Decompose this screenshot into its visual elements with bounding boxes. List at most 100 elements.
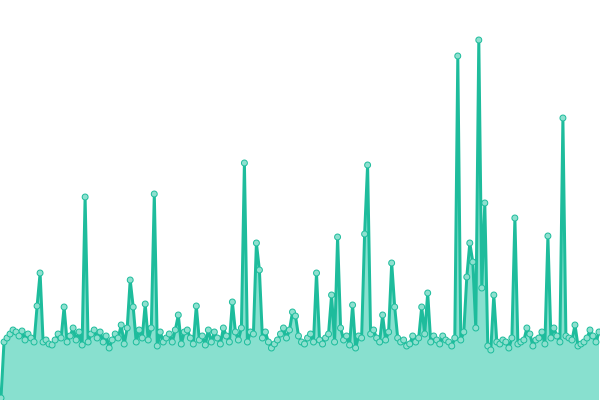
data-point-107 bbox=[319, 340, 327, 348]
data-point-124 bbox=[370, 326, 378, 334]
data-point-134 bbox=[400, 336, 408, 344]
data-point-63 bbox=[186, 334, 194, 342]
data-point-79 bbox=[234, 336, 242, 344]
data-point-122 bbox=[364, 161, 372, 169]
data-point-174 bbox=[520, 336, 528, 344]
data-point-48 bbox=[141, 300, 149, 308]
data-point-43 bbox=[126, 276, 134, 284]
data-point-81 bbox=[240, 159, 248, 167]
data-point-31 bbox=[90, 326, 98, 334]
data-point-116 bbox=[346, 341, 354, 349]
data-point-64 bbox=[189, 340, 197, 348]
data-points bbox=[0, 36, 600, 400]
data-point-154 bbox=[460, 328, 468, 336]
data-point-197 bbox=[589, 332, 597, 340]
data-point-115 bbox=[343, 332, 351, 340]
data-point-152 bbox=[454, 52, 462, 60]
data-point-128 bbox=[382, 336, 390, 344]
data-point-18 bbox=[51, 336, 59, 344]
data-point-198 bbox=[592, 338, 600, 346]
data-point-195 bbox=[583, 334, 591, 342]
data-point-28 bbox=[81, 193, 89, 201]
data-point-8 bbox=[21, 336, 29, 344]
data-point-26 bbox=[75, 328, 83, 336]
data-point-36 bbox=[105, 344, 113, 352]
data-point-82 bbox=[243, 338, 251, 346]
data-point-196 bbox=[586, 326, 594, 334]
data-point-170 bbox=[508, 334, 516, 342]
data-point-130 bbox=[388, 259, 396, 267]
data-point-69 bbox=[204, 326, 212, 334]
data-point-65 bbox=[192, 302, 200, 310]
data-point-176 bbox=[526, 330, 534, 338]
data-point-113 bbox=[337, 324, 345, 332]
data-point-27 bbox=[78, 341, 86, 349]
data-point-99 bbox=[294, 332, 302, 340]
data-point-129 bbox=[385, 328, 393, 336]
data-point-68 bbox=[201, 341, 209, 349]
data-point-118 bbox=[352, 344, 360, 352]
data-point-187 bbox=[559, 114, 567, 122]
data-point-34 bbox=[99, 338, 107, 346]
data-point-131 bbox=[391, 303, 399, 311]
data-point-180 bbox=[538, 328, 546, 336]
data-point-164 bbox=[490, 291, 498, 299]
data-point-53 bbox=[156, 328, 164, 336]
data-point-104 bbox=[310, 338, 318, 346]
data-point-136 bbox=[406, 340, 414, 348]
data-point-139 bbox=[415, 334, 423, 342]
data-point-175 bbox=[523, 324, 531, 332]
data-point-33 bbox=[96, 328, 104, 336]
area-fill bbox=[1, 40, 599, 400]
data-point-73 bbox=[216, 340, 224, 348]
data-point-146 bbox=[436, 340, 444, 348]
data-point-71 bbox=[210, 328, 218, 336]
data-point-77 bbox=[228, 298, 236, 306]
data-point-185 bbox=[553, 332, 561, 340]
data-point-182 bbox=[544, 232, 552, 240]
data-point-157 bbox=[469, 258, 477, 266]
data-point-156 bbox=[466, 239, 474, 247]
data-point-62 bbox=[183, 326, 191, 334]
data-point-85 bbox=[252, 239, 260, 247]
data-point-86 bbox=[255, 266, 263, 274]
data-point-49 bbox=[144, 336, 152, 344]
data-point-21 bbox=[60, 303, 68, 311]
data-point-92 bbox=[273, 336, 281, 344]
data-point-44 bbox=[129, 303, 137, 311]
data-point-101 bbox=[301, 340, 309, 348]
data-point-39 bbox=[114, 334, 122, 342]
data-point-47 bbox=[138, 334, 146, 342]
data-point-121 bbox=[361, 230, 369, 238]
data-point-88 bbox=[261, 328, 269, 336]
data-point-74 bbox=[219, 324, 227, 332]
data-point-60 bbox=[177, 340, 185, 348]
data-point-109 bbox=[325, 330, 333, 338]
data-point-103 bbox=[307, 330, 315, 338]
data-point-190 bbox=[568, 336, 576, 344]
data-point-160 bbox=[478, 284, 486, 292]
data-point-151 bbox=[451, 334, 459, 342]
data-point-37 bbox=[108, 336, 116, 344]
data-point-111 bbox=[331, 338, 339, 346]
data-point-179 bbox=[535, 334, 543, 342]
data-point-177 bbox=[529, 342, 537, 350]
data-point-80 bbox=[237, 324, 245, 332]
data-point-93 bbox=[276, 330, 284, 338]
data-point-105 bbox=[313, 269, 321, 277]
data-point-143 bbox=[427, 338, 435, 346]
data-point-6 bbox=[15, 332, 23, 340]
data-point-158 bbox=[472, 324, 480, 332]
data-point-87 bbox=[258, 334, 266, 342]
data-point-7 bbox=[18, 327, 26, 335]
data-point-199 bbox=[595, 328, 600, 336]
data-point-22 bbox=[63, 338, 71, 346]
data-point-89 bbox=[264, 338, 272, 346]
data-point-35 bbox=[102, 332, 110, 340]
data-point-98 bbox=[291, 312, 299, 320]
data-point-50 bbox=[147, 324, 155, 332]
data-point-159 bbox=[475, 36, 483, 44]
data-point-142 bbox=[424, 289, 432, 297]
data-point-12 bbox=[33, 302, 41, 310]
